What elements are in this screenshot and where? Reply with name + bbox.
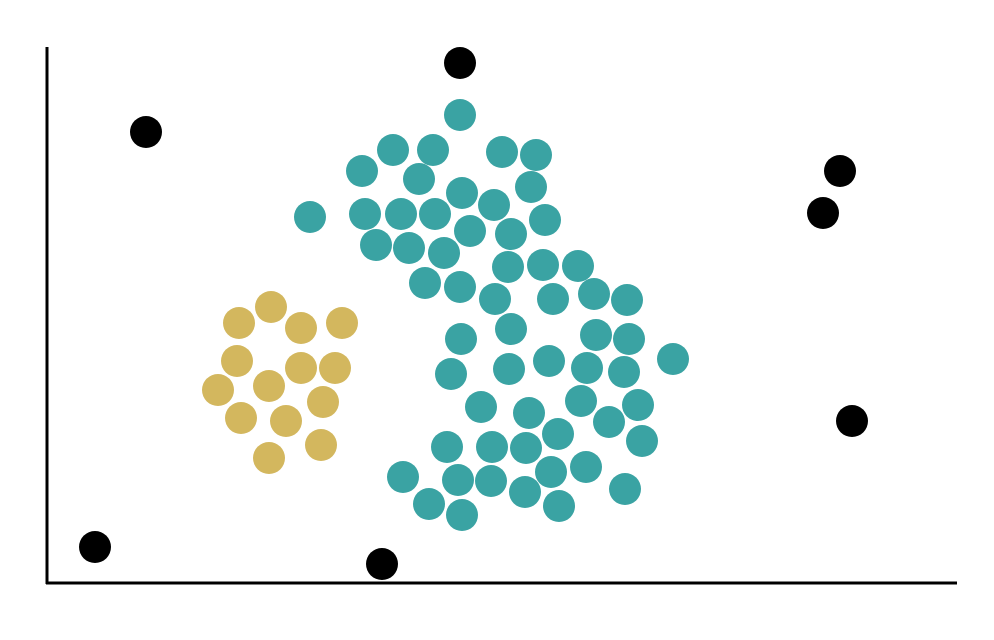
point <box>393 232 425 264</box>
point <box>571 352 603 384</box>
point <box>130 116 162 148</box>
point <box>515 171 547 203</box>
point <box>520 139 552 171</box>
point <box>543 490 575 522</box>
point <box>626 425 658 457</box>
point <box>446 499 478 531</box>
point <box>431 431 463 463</box>
point <box>255 291 287 323</box>
point <box>253 370 285 402</box>
point <box>580 319 612 351</box>
point <box>492 251 524 283</box>
point <box>509 476 541 508</box>
point <box>319 352 351 384</box>
point <box>270 405 302 437</box>
point <box>495 313 527 345</box>
point <box>476 431 508 463</box>
point <box>478 189 510 221</box>
point <box>417 134 449 166</box>
point <box>570 451 602 483</box>
point <box>349 198 381 230</box>
point <box>294 201 326 233</box>
point <box>533 345 565 377</box>
point <box>445 323 477 355</box>
point <box>613 323 645 355</box>
point <box>611 284 643 316</box>
point <box>223 307 255 339</box>
point <box>510 432 542 464</box>
point <box>285 312 317 344</box>
point <box>444 271 476 303</box>
point <box>608 356 640 388</box>
point <box>537 283 569 315</box>
point <box>221 345 253 377</box>
point <box>403 163 435 195</box>
point <box>542 418 574 450</box>
point <box>562 250 594 282</box>
point <box>444 99 476 131</box>
point <box>253 442 285 474</box>
point <box>444 47 476 79</box>
point <box>79 531 111 563</box>
point <box>622 389 654 421</box>
point <box>285 352 317 384</box>
point <box>435 358 467 390</box>
point <box>387 461 419 493</box>
point <box>475 465 507 497</box>
point <box>413 488 445 520</box>
point <box>202 374 234 406</box>
point <box>346 155 378 187</box>
point <box>479 283 511 315</box>
point <box>836 405 868 437</box>
point <box>807 197 839 229</box>
point <box>360 229 392 261</box>
point <box>513 397 545 429</box>
point <box>527 249 559 281</box>
point <box>657 343 689 375</box>
point <box>305 429 337 461</box>
point <box>419 198 451 230</box>
point <box>385 198 417 230</box>
point <box>326 307 358 339</box>
point <box>495 218 527 250</box>
point <box>225 402 257 434</box>
point <box>409 267 441 299</box>
point <box>529 204 561 236</box>
point <box>493 353 525 385</box>
point <box>307 386 339 418</box>
point <box>442 464 474 496</box>
point <box>486 136 518 168</box>
point <box>578 278 610 310</box>
point <box>593 406 625 438</box>
point <box>535 456 567 488</box>
point <box>446 177 478 209</box>
point <box>465 391 497 423</box>
point <box>428 237 460 269</box>
point <box>609 473 641 505</box>
point <box>454 215 486 247</box>
point <box>824 155 856 187</box>
point <box>366 548 398 580</box>
point <box>377 134 409 166</box>
point <box>565 385 597 417</box>
